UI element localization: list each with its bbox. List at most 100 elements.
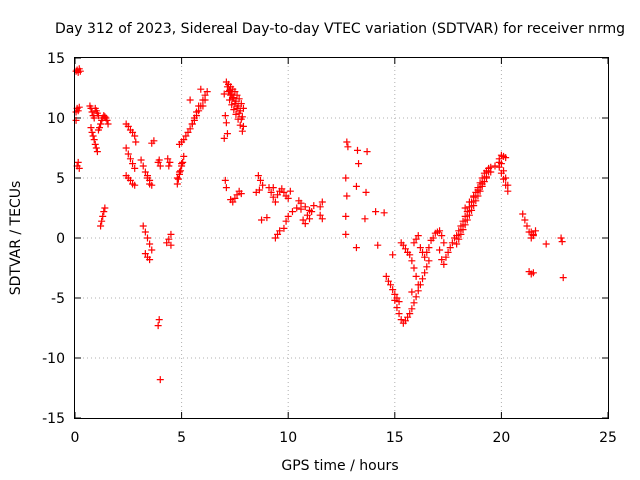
data-point [226,96,234,104]
data-point [284,212,292,220]
data-point [558,238,566,246]
data-point [141,168,149,176]
y-tick-label: 10 [47,111,65,127]
data-point [190,116,198,124]
data-point [419,275,427,283]
data-point [410,299,418,307]
data-point [306,215,314,223]
data-point [404,313,412,321]
data-point [180,136,188,144]
data-point [395,298,403,306]
data-point [423,263,431,271]
data-point [495,163,503,171]
data-point [459,217,467,225]
data-point [132,138,140,146]
data-point [389,286,397,294]
data-point [361,215,369,223]
data-point [222,119,230,127]
data-point [263,214,271,222]
data-point [221,176,229,184]
data-point [237,190,245,198]
data-point [267,188,275,196]
data-point [93,148,101,156]
data-point [532,227,540,235]
data-point [146,240,154,248]
x-tick-label: 10 [279,430,297,446]
data-point [301,203,309,211]
data-point [269,193,277,201]
data-point [150,137,158,145]
data-point [193,112,201,120]
data-point [220,134,228,142]
y-tick-label: -10 [42,351,65,367]
data-point [276,227,284,235]
data-point [408,288,416,296]
data-point [303,211,311,219]
data-point [72,116,80,124]
data-point [195,107,203,115]
data-point [74,158,82,166]
y-tick-label: 0 [56,231,65,247]
data-point [412,293,420,301]
data-points [72,65,567,384]
data-point [101,204,109,212]
data-point [122,144,130,152]
data-point [229,198,237,206]
data-point [374,241,382,249]
data-point [231,100,239,108]
data-point [442,253,450,261]
data-point [559,274,567,282]
data-point [521,216,529,224]
data-point [137,156,145,164]
data-point [393,304,401,312]
data-point [164,155,172,163]
data-point [186,125,194,133]
data-point [255,186,263,194]
data-point [238,127,246,135]
data-point [126,155,134,163]
data-point [76,67,84,75]
data-point [230,106,238,114]
data-point [465,198,473,206]
data-point [436,227,444,235]
x-tick-label: 5 [177,430,186,446]
data-point [101,113,109,121]
data-point [274,230,282,238]
data-point [286,187,294,195]
data-point [232,110,240,118]
data-point [495,155,503,163]
data-point [92,144,100,152]
data-point [316,203,324,211]
data-point [461,221,469,229]
x-tick-labels: 0 5 10 15 20 25 [71,430,617,446]
data-point [397,316,405,324]
data-point [254,172,262,180]
data-point [529,269,537,277]
data-point [412,272,420,280]
data-point [90,114,98,122]
data-point [228,101,236,109]
data-point [201,96,209,104]
data-point [416,244,424,252]
data-point [519,210,527,218]
data-point [96,124,104,132]
data-point [236,121,244,129]
data-point [502,181,510,189]
data-point [446,244,454,252]
data-point [344,143,352,151]
data-point [233,191,241,199]
y-tick-label: -15 [42,411,65,427]
data-point [465,211,473,219]
data-point [297,205,305,213]
data-point [318,198,326,206]
data-point [167,241,175,249]
data-point [455,235,463,243]
data-point [188,120,196,128]
data-point [167,230,175,238]
data-point [104,120,112,128]
data-point [148,181,156,189]
data-point [504,187,512,195]
data-point [497,169,505,177]
data-point [271,234,279,242]
